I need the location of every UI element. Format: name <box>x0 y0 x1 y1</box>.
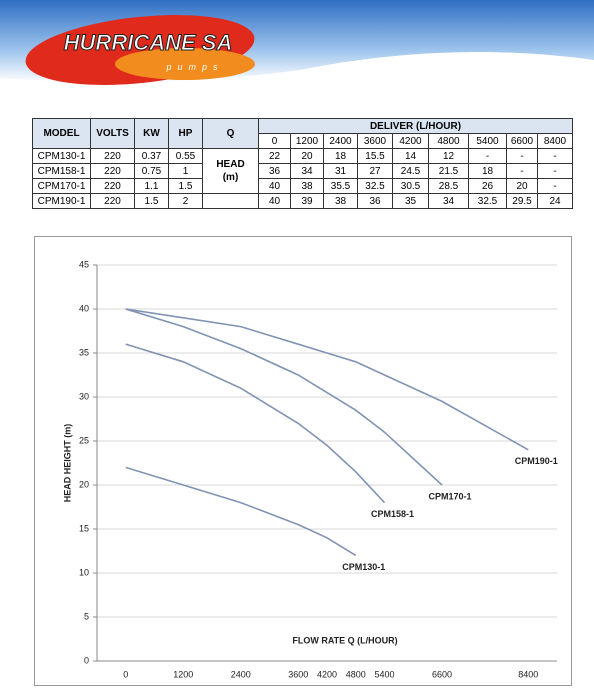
series-label: CPM130-1 <box>342 562 385 572</box>
series-line <box>125 308 443 486</box>
tagline: pumps <box>165 62 223 72</box>
y-tick-label: 0 <box>84 655 89 665</box>
y-tick-label: 45 <box>79 259 89 269</box>
table-row: CPM170-1 220 1.1 1.5 40 38 35.5 32.5 30.5 28.5 26 2… <box>32 178 573 194</box>
x-tick-label: 5400 <box>374 669 394 679</box>
y-tick-label: 10 <box>79 567 89 577</box>
series-label: CPM190-1 <box>515 456 558 466</box>
table-cell: 24 <box>537 193 573 209</box>
x-tick-label: 2400 <box>231 669 251 679</box>
brand: HURRICANE SA <box>64 30 233 55</box>
x-tick-label: 3600 <box>288 669 308 679</box>
y-tick-label: 20 <box>79 479 89 489</box>
series-line <box>125 343 386 504</box>
table-cell: 29.5 <box>506 193 538 209</box>
x-tick-label: 0 <box>123 669 128 679</box>
banner: HURRICANE SA pumps <box>0 0 594 85</box>
head-label-line: (m) <box>222 172 239 183</box>
table-row: 0 1200 2400 3600 4200 4800 5400 6600 8400 <box>33 133 573 149</box>
chart-frame <box>34 236 572 686</box>
x-tick-label: 4800 <box>346 669 366 679</box>
x-tick-label: 1200 <box>173 669 193 679</box>
table-cell: 39 <box>290 193 324 209</box>
logo-orange <box>115 48 255 80</box>
table-cell: 2 <box>168 193 203 209</box>
table-row: MODEL VOLTS KW HP Q DELIVER (L/HOUR) <box>32 118 573 149</box>
column-header: VOLTS <box>90 118 135 149</box>
y-tick-label: 25 <box>79 435 89 445</box>
y-tick-label: 5 <box>84 611 89 621</box>
table-cell: 35 <box>392 193 429 209</box>
series-label: CPM158-1 <box>371 509 414 519</box>
column-header: MODEL <box>32 118 91 149</box>
series-label: CPM170-1 <box>428 491 471 501</box>
table-row: CPM130-1 220 0.37 0.55 HEAD (m) 22 20 18 15.5 14 12… <box>32 148 573 194</box>
x-tick-label: 4200 <box>317 669 337 679</box>
table-cell: 1.5 <box>134 193 169 209</box>
y-tick-label: 30 <box>79 391 89 401</box>
x-tick-label: 8400 <box>518 669 538 679</box>
series-line <box>125 466 357 557</box>
table-row: CPM190-1 220 1.5 2 40 39 38 36 35 34 32.5 29.5 24 <box>32 193 573 209</box>
x-axis-title: FLOW RATE Q (L/HOUR) <box>292 635 397 645</box>
y-tick-label: 35 <box>79 347 89 357</box>
x-tick-label: 6600 <box>432 669 452 679</box>
y-axis-title: HEAD HEIGHT (m) <box>62 424 72 503</box>
series-line <box>125 308 529 451</box>
y-tick-label: 15 <box>79 523 89 533</box>
head-label-line: HEAD <box>216 159 245 170</box>
spec-table: MODEL VOLTS KW HP Q DELIVER (L/HOUR) 0 1200 2400… <box>32 118 573 209</box>
deliver-header: DELIVER (L/HOUR) <box>258 118 573 134</box>
y-tick-label: 40 <box>79 303 89 313</box>
column-header: Q <box>202 118 259 149</box>
